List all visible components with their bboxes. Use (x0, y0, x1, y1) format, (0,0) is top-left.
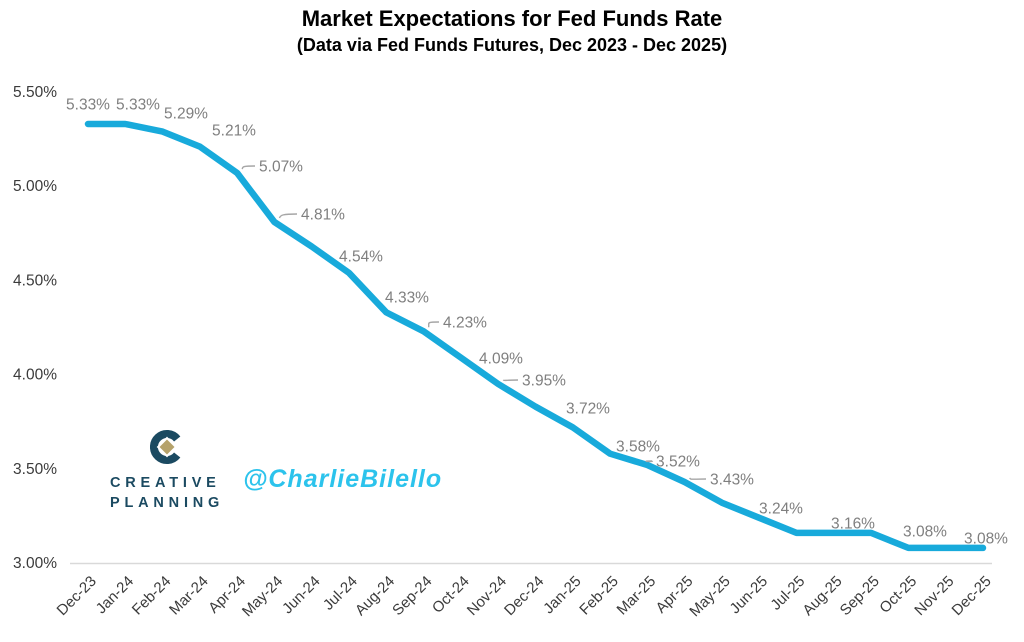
y-axis-tick-label: 5.00% (13, 178, 57, 195)
x-axis-tick-label: Feb-25 (576, 573, 622, 619)
logo-text-planning: PLANNING (110, 495, 225, 511)
x-axis-tick-label: Sep-25 (837, 573, 883, 619)
y-axis-tick-label: 4.00% (13, 367, 57, 384)
y-axis-tick-label: 5.50% (13, 84, 57, 101)
rate-line (84, 120, 987, 552)
x-axis-tick-label: May-24 (239, 573, 286, 620)
data-label: 4.09% (479, 351, 523, 368)
data-label: 5.07% (259, 159, 303, 176)
x-axis-tick-label: Dec-24 (501, 573, 547, 619)
data-label: 4.33% (385, 290, 429, 307)
x-axis-tick-label: Sep-24 (389, 573, 435, 619)
label-leader-line (427, 321, 440, 328)
x-axis-tick-label: Aug-24 (352, 573, 398, 619)
data-label: 4.54% (339, 249, 383, 266)
x-axis-tick-label: May-25 (686, 573, 733, 620)
x-axis-tick-label: Jan-24 (93, 573, 137, 617)
chart-subtitle: (Data via Fed Funds Futures, Dec 2023 - … (296, 35, 728, 55)
data-label: 5.29% (164, 106, 208, 123)
data-label: 3.52% (656, 454, 700, 471)
data-label: 3.43% (710, 472, 754, 489)
x-axis-tick-label: Aug-25 (799, 573, 845, 619)
label-leader-line (278, 213, 298, 219)
x-axis-tick-label: Jun-25 (727, 573, 771, 617)
data-label: 3.16% (831, 516, 875, 533)
data-label: 3.08% (964, 531, 1008, 548)
data-label: 5.33% (66, 97, 110, 114)
x-axis-tick-label: Jun-24 (279, 573, 323, 617)
data-label: 4.81% (301, 207, 345, 224)
y-axis-tick-label: 3.50% (13, 461, 57, 478)
x-axis-tick-label: Nov-24 (464, 573, 510, 619)
data-label: 3.95% (522, 373, 566, 390)
logo-c-arc (150, 430, 181, 464)
data-label: 3.08% (903, 524, 947, 541)
data-label: 5.21% (212, 123, 256, 140)
creative-planning-logo: CREATIVE PLANNING (110, 428, 240, 513)
x-axis-tick-label: Mar-25 (614, 573, 660, 619)
data-label: 3.24% (759, 501, 803, 518)
x-axis-tick-label: Feb-24 (129, 573, 175, 619)
data-label: 5.33% (116, 97, 160, 114)
logo-text-creative: CREATIVE (110, 475, 221, 491)
logo-diamond (159, 439, 175, 455)
data-label: 4.23% (443, 315, 487, 332)
data-label: 3.72% (566, 401, 610, 418)
y-axis-tick-label: 4.50% (13, 272, 57, 289)
y-axis-tick-label: 3.00% (13, 555, 57, 572)
chart-title: Market Expectations for Fed Funds Rate (301, 6, 723, 31)
x-axis-tick-label: Nov-25 (911, 573, 957, 619)
x-axis-tick-label: Mar-24 (166, 573, 212, 619)
label-leader-line (689, 477, 707, 480)
watermark-handle: @CharlieBilello (243, 465, 443, 493)
data-label: 3.58% (616, 439, 660, 456)
x-axis-tick-label: Jan-25 (540, 573, 584, 617)
label-leader-line (241, 165, 256, 170)
creative-planning-logo-icon (150, 430, 181, 464)
x-axis-tick-label: Dec-25 (949, 573, 995, 619)
x-axis-tick-label: Dec-23 (54, 573, 100, 619)
